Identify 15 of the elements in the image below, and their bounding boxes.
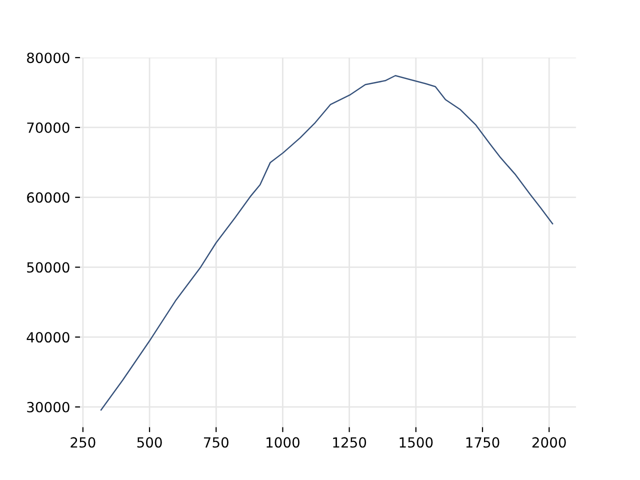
y-tick-label: 70000 xyxy=(27,122,70,133)
x-tick-label: 2000 xyxy=(532,437,566,448)
x-tick-label: 1500 xyxy=(400,437,433,448)
x-tick-label: 250 xyxy=(70,437,96,448)
y-tick-label: 80000 xyxy=(27,52,70,64)
x-tick-label: 500 xyxy=(137,437,162,448)
line-series xyxy=(100,75,554,411)
x-tick-label: 1750 xyxy=(466,437,500,448)
y-tick-label: 30000 xyxy=(27,402,70,412)
x-tick-label: 1000 xyxy=(266,437,300,448)
y-tick-label: 50000 xyxy=(27,262,70,273)
y-tick-label: 40000 xyxy=(26,332,70,343)
x-tick-label: 750 xyxy=(204,437,228,448)
y-tick-label: 60000 xyxy=(27,192,70,203)
x-tick-label: 1250 xyxy=(333,437,366,448)
